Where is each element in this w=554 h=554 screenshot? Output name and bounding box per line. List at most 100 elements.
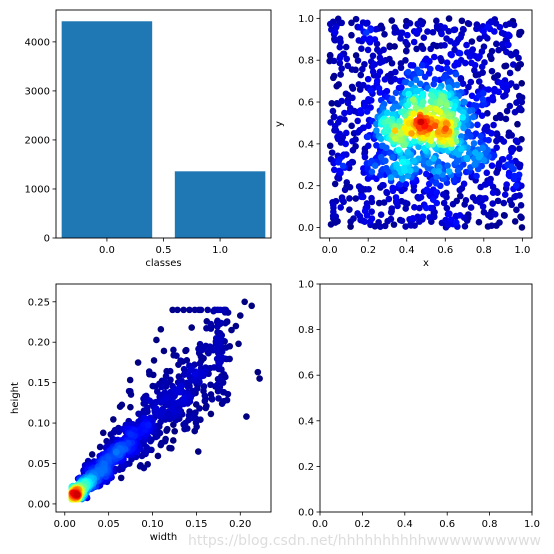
xy-point: [423, 170, 430, 178]
empty-frame: [319, 283, 533, 513]
xy-point: [498, 40, 506, 48]
classes-ytick-label: 4000: [25, 37, 50, 48]
xy-point: [410, 137, 418, 145]
wh-point: [161, 437, 169, 445]
xy-point: [405, 90, 413, 98]
classes-ytick-label: 1000: [25, 184, 50, 195]
wh-point: [228, 326, 235, 334]
xy-point: [355, 37, 363, 44]
wh-point: [164, 425, 171, 433]
xy-point: [446, 112, 453, 119]
xy-point: [420, 34, 428, 41]
xy-point: [490, 121, 497, 129]
xy-point: [401, 199, 409, 207]
wh-point: [235, 340, 242, 348]
xy-point: [493, 137, 500, 145]
wh-point: [96, 443, 104, 451]
xy-point: [348, 66, 356, 73]
xy-point: [467, 204, 475, 211]
xy-point: [408, 130, 415, 137]
wh-point: [243, 413, 250, 420]
xy-point: [468, 38, 476, 45]
xy-point: [354, 57, 362, 64]
xy-point: [334, 133, 341, 141]
xy-point: [380, 199, 388, 206]
xy-point: [410, 38, 418, 46]
xy-point: [361, 207, 369, 215]
xy-point: [365, 185, 372, 193]
xy-point: [489, 200, 496, 207]
xy-point: [357, 71, 365, 79]
empty-ytick-label: 0.8: [298, 325, 314, 336]
xy-point: [412, 165, 420, 173]
xy-point: [336, 43, 344, 51]
xy-point: [421, 123, 428, 130]
xy-point: [341, 186, 349, 194]
xy-point: [435, 64, 442, 72]
xy-point: [349, 85, 357, 92]
xy-point: [392, 68, 399, 76]
xy-point: [372, 26, 380, 33]
xy-frame: [319, 9, 533, 239]
wh-point: [153, 398, 160, 406]
wh-point: [197, 306, 205, 314]
wh-point: [204, 348, 212, 356]
xy-point: [402, 57, 409, 64]
xy-point: [424, 28, 431, 35]
xy-point: [359, 65, 366, 73]
xy-point: [416, 80, 424, 87]
wh-point: [160, 347, 168, 355]
xy-point: [486, 52, 494, 59]
xy-point: [479, 89, 487, 97]
xy-point: [376, 48, 383, 56]
xy-point: [364, 75, 372, 83]
xy-point: [426, 214, 434, 221]
xy-point: [407, 62, 415, 69]
xy-point: [501, 191, 509, 199]
wh-point: [127, 403, 134, 411]
xy-point: [503, 48, 510, 56]
wh-point: [177, 386, 185, 394]
xy-point: [516, 104, 524, 112]
wh-point: [144, 404, 151, 411]
wh-xtick-label: 0.00: [54, 519, 76, 530]
xy-point: [479, 203, 487, 210]
wh-point: [126, 376, 134, 384]
wh-xtick-label: 0.20: [229, 519, 251, 530]
wh-point: [186, 306, 193, 314]
xy-point: [328, 149, 336, 156]
xy-point: [348, 19, 355, 27]
xy-point: [335, 81, 342, 88]
xy-point: [511, 108, 519, 116]
xy-point: [430, 155, 438, 162]
wh-point: [174, 306, 181, 314]
xy-point: [479, 96, 487, 103]
wh-point: [158, 383, 165, 391]
xy-ytick-label: 0.6: [298, 98, 314, 109]
empty-xtick-label: 1.0: [524, 519, 540, 530]
xy-point: [473, 102, 480, 110]
xy-point: [418, 61, 426, 69]
xy-point: [445, 168, 453, 175]
xy-point: [341, 109, 348, 117]
xy-point: [443, 204, 451, 212]
wh-point: [194, 448, 202, 455]
wh-point: [207, 410, 215, 418]
xy-point: [463, 154, 470, 162]
xy-point: [400, 108, 408, 115]
xy-point: [513, 182, 520, 189]
xy-point: [391, 135, 399, 142]
empty-axes: 0.0 0.2 0.4 0.6 0.8 1.0 0.0 0.2 0.4 0.6 0.8 1.0: [298, 280, 540, 531]
wh-point: [140, 464, 148, 472]
xy-point: [501, 212, 508, 219]
wh-point: [215, 359, 222, 366]
xy-point: [413, 45, 420, 53]
xy-point: [441, 24, 448, 31]
xy-point: [465, 83, 472, 91]
xy-point: [364, 142, 372, 150]
xy-point: [368, 194, 375, 202]
xy-point: [429, 196, 437, 203]
watermark: https://blog.csdn.net/hhhhhhhhhhwwwwwwww…: [188, 533, 541, 549]
xy-point: [383, 188, 390, 196]
xy-point: [433, 173, 440, 181]
